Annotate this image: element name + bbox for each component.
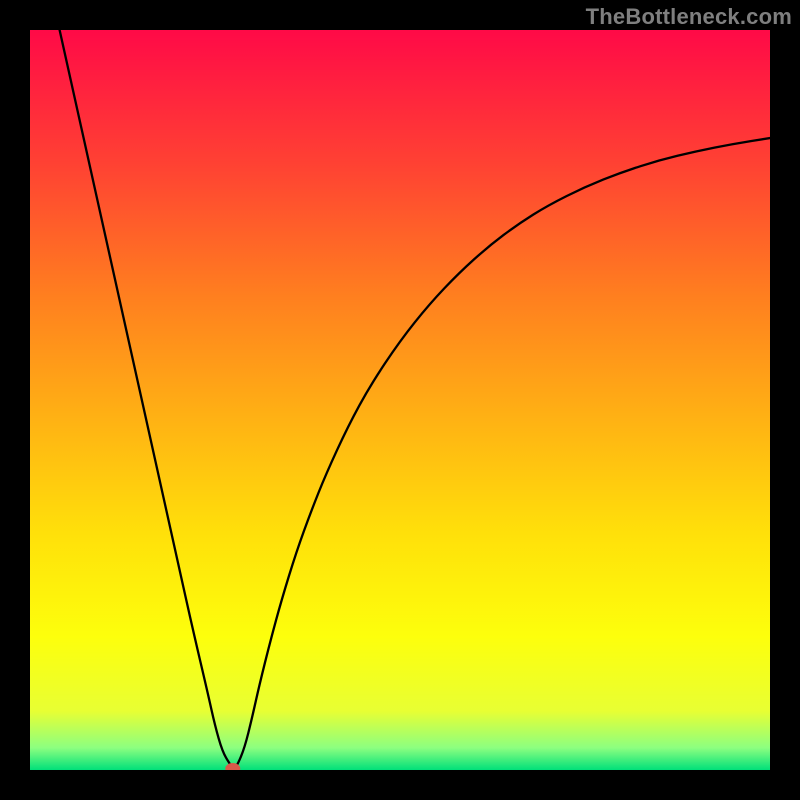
chart-frame: TheBottleneck.com bbox=[0, 0, 800, 800]
min-point bbox=[226, 764, 240, 770]
chart-plot bbox=[30, 30, 770, 770]
watermark-text: TheBottleneck.com bbox=[586, 4, 792, 30]
